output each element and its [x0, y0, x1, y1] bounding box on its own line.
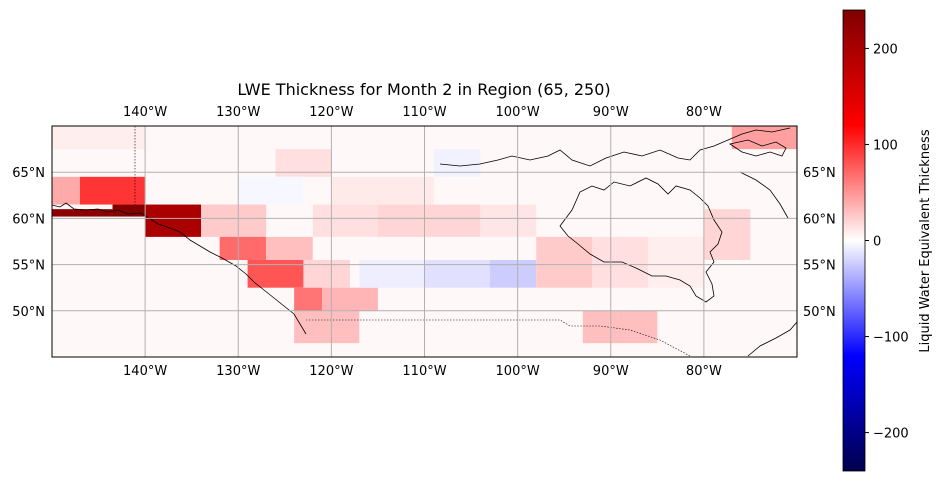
x-tick-label-top: 120°W — [309, 105, 353, 120]
heatmap-cell — [201, 204, 267, 237]
y-tick-label-left: 55°N — [12, 259, 45, 274]
y-tick-label-right: 65°N — [803, 166, 836, 181]
heatmap-cell — [648, 236, 704, 288]
y-tick-label-right: 55°N — [803, 259, 836, 274]
map-frame — [51, 125, 798, 358]
x-tick-label-bottom: 110°W — [402, 364, 446, 379]
colorbar-gradient — [842, 9, 866, 472]
heatmap-cell — [480, 204, 537, 237]
gridlines — [52, 126, 797, 357]
x-tick-label-bottom: 120°W — [309, 364, 353, 379]
colorbar-tick-label: 0 — [873, 235, 881, 250]
x-tick-label-bottom: 90°W — [593, 364, 629, 379]
heatmap-cell — [219, 236, 267, 260]
heatmap-cell — [112, 204, 146, 217]
heatmap-cell — [703, 209, 751, 260]
great-lakes — [747, 321, 797, 357]
us-canada-border — [306, 319, 691, 357]
x-tick-label-bottom: 80°W — [686, 364, 722, 379]
heatmap-cell — [52, 176, 80, 205]
heatmap-cell — [294, 310, 360, 344]
heatmap-cell — [238, 176, 304, 205]
heatmap-cell — [312, 204, 378, 237]
y-tick-label-right: 50°N — [803, 305, 836, 320]
x-tick-label-top: 110°W — [402, 105, 446, 120]
colorbar: 200 100 0 −100 −200 Liquid Water Equivalent … — [842, 9, 933, 472]
arctic-coast — [439, 127, 791, 167]
alaska-coastline — [52, 202, 307, 335]
heatmap-cell — [731, 126, 797, 150]
labrador-coast — [739, 171, 789, 219]
map-area — [52, 126, 797, 357]
heatmap-cell — [266, 236, 313, 260]
x-tick-label-top: 100°W — [496, 105, 540, 120]
heatmap-cell — [536, 236, 593, 288]
colorbar-tick-label: 100 — [873, 138, 898, 153]
colorbar-tick-label: −100 — [873, 331, 909, 346]
baffin-island — [728, 139, 787, 157]
colorbar-tick-label: 200 — [873, 42, 898, 57]
tick-labels: 140°W 140°W 130°W 130°W 120°W 120°W 110°W 110°W… — [12, 105, 836, 379]
heatmap-cell — [294, 287, 323, 311]
heatmap-cell — [79, 176, 146, 205]
heatmap-cell — [52, 126, 146, 150]
x-tick-label-top: 130°W — [216, 105, 260, 120]
y-tick-label-left: 60°N — [12, 212, 45, 227]
colorbar-tick-label: −200 — [873, 427, 909, 442]
x-tick-label-bottom: 140°W — [123, 364, 167, 379]
heatmap-cell — [52, 209, 113, 217]
x-tick-label-top: 140°W — [123, 105, 167, 120]
y-tick-label-left: 65°N — [12, 166, 45, 181]
y-tick-label-right: 60°N — [803, 212, 836, 227]
x-tick-label-top: 80°W — [686, 105, 722, 120]
x-tick-label-bottom: 100°W — [496, 364, 540, 379]
y-tick-label-left: 50°N — [12, 305, 45, 320]
borders — [134, 126, 691, 357]
heatmap-cell — [582, 310, 658, 344]
heatmap-cell — [377, 204, 481, 237]
heatmap-cell — [322, 287, 378, 311]
colorbar-label: Liquid Water Equivalent Thickness — [918, 129, 933, 352]
plot-title: LWE Thickness for Month 2 in Region (65,… — [237, 80, 610, 99]
coastlines — [52, 127, 797, 357]
hudson-bay — [559, 177, 723, 303]
x-tick-label-bottom: 130°W — [216, 364, 260, 379]
colorbar-ticks: 200 100 0 −100 −200 — [865, 42, 909, 442]
heatmap-cell — [331, 176, 434, 205]
x-tick-label-top: 90°W — [593, 105, 629, 120]
heatmap-cell — [145, 204, 201, 237]
